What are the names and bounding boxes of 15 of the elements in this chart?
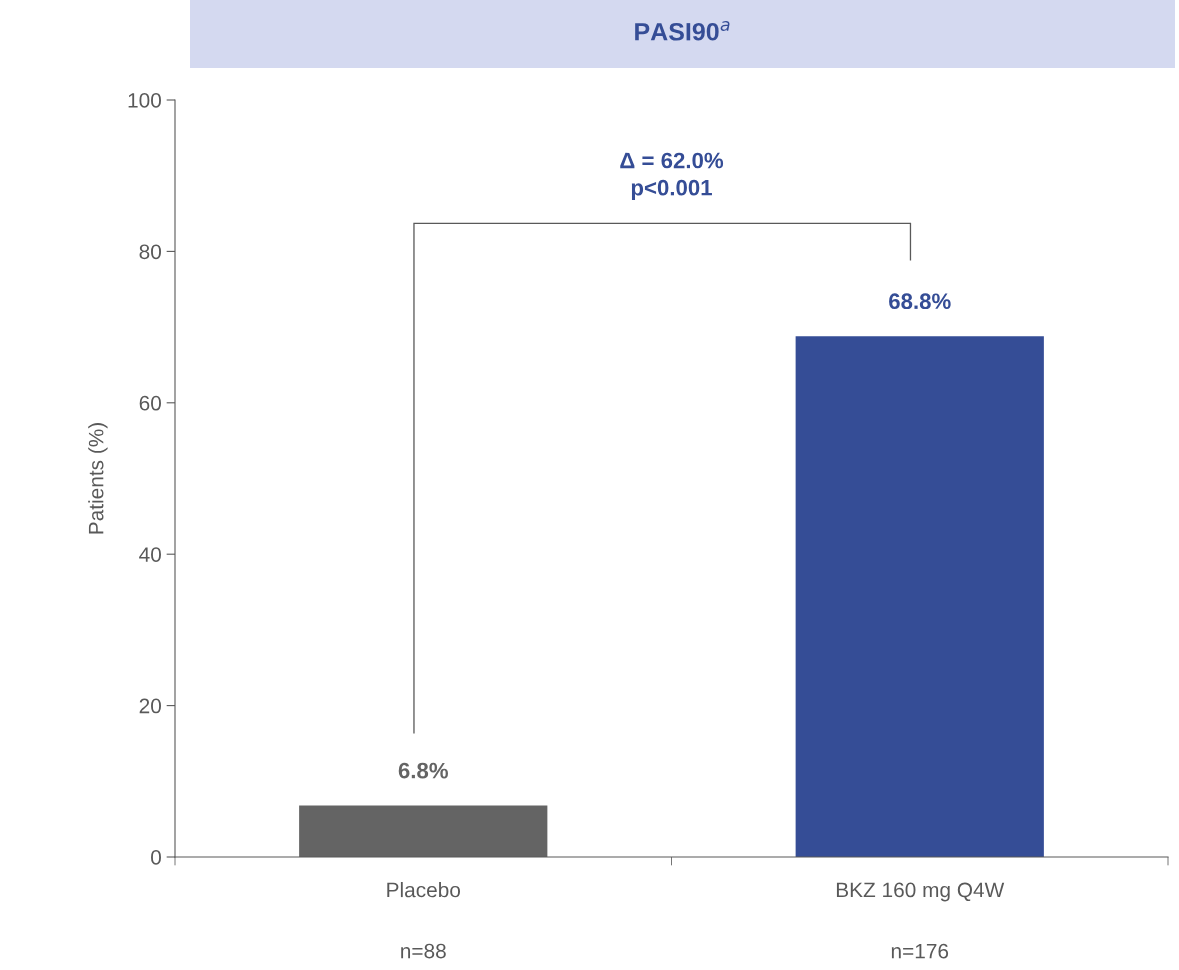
y-tick-label: 0 [151, 850, 161, 865]
y-tick-label: 60 [139, 395, 161, 411]
y-tick-label: 20 [139, 698, 161, 714]
data-label: 68.8% [889, 293, 951, 310]
text: n=176 [891, 943, 949, 959]
chart-title: PASI90$^{a}$ [635, 20, 730, 41]
y-axis-title: Patients (%) [88, 423, 108, 534]
text: n=88 [401, 943, 446, 959]
y-tick-label: 40 [139, 547, 161, 562]
x-tick-label: BKZ 160 mg Q4W [836, 882, 1005, 902]
data-label: 6.8% [398, 762, 448, 779]
annotation: Δ = 62.0% p<0.001 [620, 152, 724, 200]
y-tick-label: 100 [128, 93, 161, 108]
x-tick-label: Placebo [387, 882, 461, 898]
y-tick-label: 80 [139, 244, 161, 260]
